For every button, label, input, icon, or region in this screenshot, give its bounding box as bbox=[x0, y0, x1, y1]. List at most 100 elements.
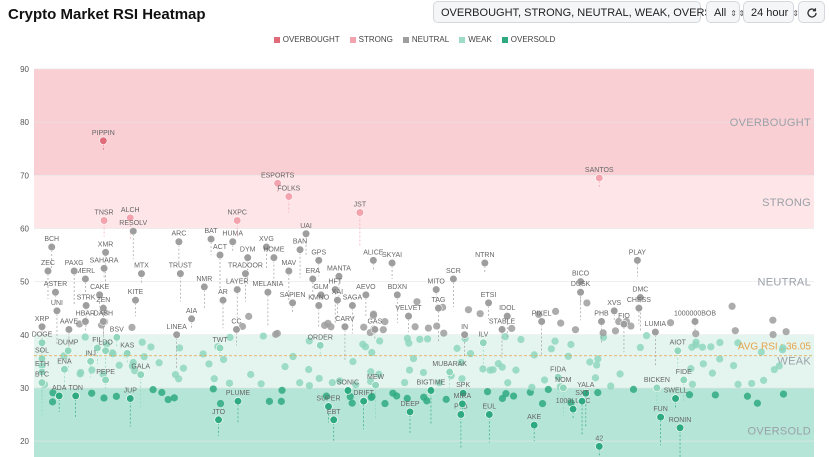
data-point-label: TAG bbox=[432, 297, 446, 304]
data-point-1000000bob bbox=[690, 317, 700, 326]
data-point-aiot bbox=[673, 346, 682, 355]
data-point bbox=[458, 375, 466, 383]
data-point bbox=[367, 368, 375, 376]
data-point-label: YALA bbox=[577, 382, 595, 389]
data-point-kite bbox=[131, 296, 140, 305]
data-point-label: FUN bbox=[653, 406, 667, 413]
data-point bbox=[225, 379, 234, 387]
data-point-label: ORDER bbox=[308, 334, 333, 341]
data-point-label: HUMA bbox=[222, 231, 243, 238]
data-point-bsv bbox=[112, 333, 121, 342]
data-point-sapien bbox=[288, 298, 297, 307]
data-point-label: FIO bbox=[618, 313, 630, 320]
data-point bbox=[216, 399, 225, 408]
scope-select[interactable]: All ⇕ bbox=[706, 1, 740, 23]
legend-item-oversold[interactable]: OVERSOLD bbox=[501, 35, 555, 44]
data-point-xvg bbox=[262, 242, 271, 252]
data-point bbox=[348, 399, 356, 407]
data-point-label: SAPIEN bbox=[280, 292, 306, 299]
legend-swatch bbox=[273, 36, 280, 43]
data-point bbox=[320, 321, 329, 330]
zone-label-overbought: OVERBOUGHT bbox=[730, 117, 811, 129]
data-point-label: HOME bbox=[263, 247, 284, 254]
data-point-label: STABLE bbox=[489, 318, 516, 325]
data-point bbox=[594, 389, 602, 397]
data-point-layer bbox=[233, 285, 242, 294]
data-point bbox=[368, 392, 376, 401]
data-point-label: ETH bbox=[35, 361, 49, 368]
data-point bbox=[530, 351, 538, 359]
data-point bbox=[483, 388, 492, 396]
data-point bbox=[734, 380, 742, 388]
data-point-label: BICKEN bbox=[644, 377, 670, 384]
data-point-label: JST bbox=[354, 202, 367, 209]
data-point-plume bbox=[233, 397, 243, 406]
data-point bbox=[453, 344, 461, 352]
data-point-label: SOL bbox=[35, 348, 49, 355]
data-point bbox=[379, 326, 387, 334]
data-point-pippin bbox=[99, 136, 108, 145]
data-point-merl bbox=[81, 274, 90, 284]
data-point-kas bbox=[123, 349, 132, 358]
legend-item-neutral[interactable]: NEUTRAL bbox=[402, 35, 449, 44]
data-point bbox=[711, 391, 719, 399]
data-point bbox=[277, 397, 285, 405]
data-point-label: PIPPIN bbox=[92, 130, 115, 137]
data-point-dmc bbox=[636, 293, 645, 302]
data-point-ronin bbox=[675, 423, 685, 432]
data-point-label: CC bbox=[231, 318, 241, 325]
data-point bbox=[155, 359, 163, 367]
data-point bbox=[259, 332, 267, 340]
data-point-label: SONIC bbox=[337, 380, 359, 387]
data-point-bigtime bbox=[426, 386, 436, 395]
chevron-updown-icon: ⇕ bbox=[792, 9, 800, 18]
data-point-label: DUMP bbox=[58, 340, 79, 347]
data-point-super bbox=[324, 402, 333, 411]
data-point bbox=[305, 381, 314, 390]
data-point-bicken bbox=[652, 383, 661, 393]
timeframe-select[interactable]: 24 hour ⇕ bbox=[743, 1, 799, 23]
data-point-fil bbox=[93, 343, 102, 353]
data-point bbox=[409, 354, 418, 363]
data-point-label: KMNO bbox=[308, 295, 330, 302]
data-point bbox=[226, 333, 234, 342]
data-point bbox=[349, 357, 357, 366]
data-point bbox=[486, 366, 494, 374]
data-point-label: XMR bbox=[98, 241, 114, 248]
data-point-label: ACT bbox=[213, 244, 228, 251]
legend-item-strong[interactable]: STRONG bbox=[349, 35, 393, 44]
data-point bbox=[164, 395, 172, 404]
legend-item-overbought[interactable]: OVERBOUGHT bbox=[273, 35, 340, 44]
page-title: Crypto Market RSI Heatmap bbox=[8, 6, 206, 23]
data-point-label: ZEC bbox=[41, 260, 55, 267]
data-point bbox=[708, 369, 716, 377]
refresh-button[interactable] bbox=[798, 1, 825, 23]
legend-label: OVERBOUGHT bbox=[282, 35, 340, 44]
rsi-zone-filter-select[interactable]: OVERBOUGHT, STRONG, NEUTRAL, WEAK, OVERS… bbox=[433, 1, 745, 23]
data-point-label: SAGA bbox=[343, 295, 363, 302]
data-point bbox=[544, 385, 552, 394]
data-point-santos bbox=[595, 173, 604, 183]
data-point bbox=[360, 323, 368, 331]
legend-swatch bbox=[349, 36, 356, 43]
data-point bbox=[131, 367, 139, 375]
data-point-spk bbox=[459, 389, 468, 398]
data-point-nom bbox=[559, 383, 568, 393]
legend-item-weak[interactable]: WEAK bbox=[459, 35, 492, 44]
data-point bbox=[502, 390, 510, 398]
data-point-label: TON bbox=[68, 385, 83, 392]
data-point bbox=[504, 379, 512, 387]
data-point bbox=[60, 352, 68, 360]
data-point-eul bbox=[485, 410, 494, 419]
data-point bbox=[88, 389, 96, 397]
data-point bbox=[498, 363, 506, 371]
data-point bbox=[403, 394, 411, 402]
data-point bbox=[210, 375, 218, 383]
data-point bbox=[179, 364, 188, 372]
data-point bbox=[479, 365, 487, 373]
data-point-ilv bbox=[479, 338, 488, 347]
data-point bbox=[770, 365, 778, 374]
data-point-chess bbox=[634, 304, 644, 313]
data-point-label: SUPER bbox=[316, 396, 340, 403]
data-point bbox=[281, 362, 289, 371]
